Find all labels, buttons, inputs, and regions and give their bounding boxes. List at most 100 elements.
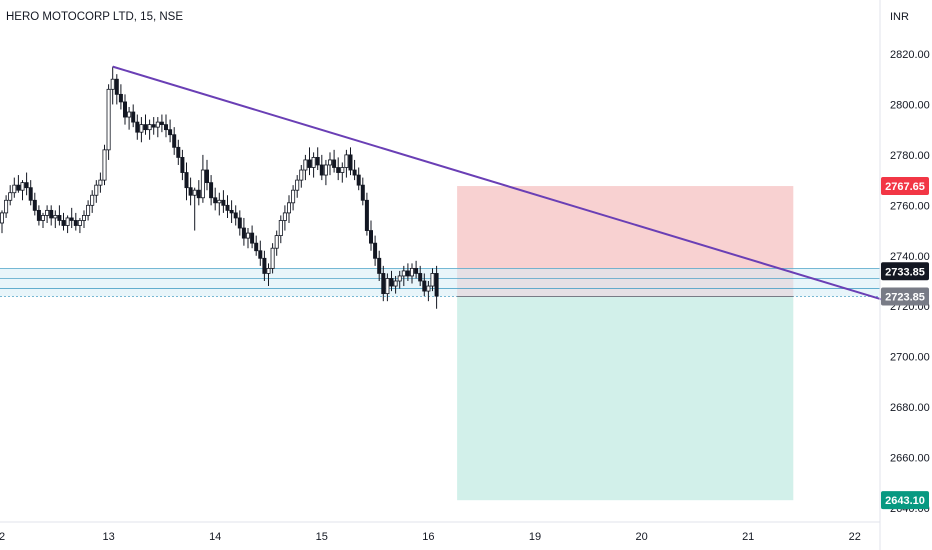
candle-body	[221, 199, 226, 206]
time-tick-label: 13	[102, 531, 114, 543]
candle-body	[131, 111, 136, 123]
candle-body	[53, 215, 58, 219]
candle-body	[127, 111, 132, 118]
candle-body	[245, 232, 250, 239]
candle-body	[336, 167, 341, 173]
price-tag	[881, 491, 929, 510]
candle-body	[180, 157, 185, 173]
candle-body	[414, 267, 419, 274]
candle-body	[274, 235, 279, 249]
candle-body	[159, 121, 164, 126]
candle-body	[36, 209, 41, 221]
candle-body	[188, 187, 193, 196]
candle-body	[397, 275, 402, 282]
price-tick-label: 2740.00	[890, 251, 930, 263]
candle-body	[332, 159, 337, 168]
price-tick-label: 2820.00	[890, 49, 930, 61]
currency-label: INR	[890, 11, 909, 23]
candle-body	[373, 242, 378, 259]
candle-body	[319, 164, 324, 176]
time-tick-label: 21	[742, 531, 754, 543]
candle-body	[209, 182, 214, 199]
candle-body	[8, 192, 13, 201]
candle-body	[381, 273, 386, 295]
time-tick-label: 20	[635, 531, 647, 543]
candle-body	[90, 194, 95, 206]
candle-body	[151, 124, 156, 128]
candle-body	[250, 232, 255, 244]
candle-body	[123, 101, 128, 118]
candle-body	[143, 124, 148, 131]
candle-body	[356, 174, 361, 186]
candle-body	[344, 154, 349, 168]
candle-body	[12, 184, 17, 194]
candle-body	[32, 199, 37, 211]
candle-body	[266, 267, 271, 274]
candle-body	[241, 227, 246, 239]
price-tag-label: 2723.85	[885, 292, 925, 304]
candle-body	[233, 212, 238, 219]
candle-body	[57, 215, 62, 221]
candle-body	[94, 184, 99, 196]
price-tick-label: 2700.00	[890, 352, 930, 364]
candle-body	[184, 172, 189, 189]
candle-body	[327, 159, 332, 166]
candle-body	[73, 220, 78, 226]
candle-body	[377, 257, 382, 274]
candle-body	[45, 209, 50, 216]
price-tick-label: 2780.00	[890, 150, 930, 162]
candle-body	[110, 78, 115, 90]
candle-body	[135, 121, 140, 133]
horizontal-lines	[0, 267, 880, 298]
candle-body	[364, 199, 369, 231]
candle-body	[28, 187, 33, 201]
candle-body	[307, 159, 312, 168]
candle-body	[172, 134, 177, 148]
candle-body	[278, 220, 283, 236]
price-tick-label: 2760.00	[890, 200, 930, 212]
candle-body	[213, 197, 218, 204]
price-tags: 2767.65 2733.85 2723.85 2643.10	[881, 177, 929, 510]
candle-body	[348, 154, 353, 171]
price-tag-label: 2767.65	[885, 181, 925, 193]
time-tick-label: 14	[209, 531, 221, 543]
candle-body	[311, 157, 316, 168]
candle-body	[295, 179, 300, 191]
candle-body	[217, 199, 222, 204]
time-tick-label: 16	[422, 531, 434, 543]
candle-body	[200, 169, 205, 199]
candle-body	[114, 78, 119, 95]
candle-body	[147, 124, 152, 131]
candle-body	[389, 278, 394, 287]
chart-title: HERO MOTOCORP LTD, 15, NSE	[6, 11, 183, 23]
candle-body	[98, 179, 103, 186]
candle-body	[430, 273, 435, 287]
candle-body	[340, 167, 345, 173]
candle-body	[291, 189, 296, 204]
candle-body	[69, 217, 74, 221]
time-axis-ticks[interactable]: 2 13 14 15 16 19 20 21 22	[0, 531, 861, 543]
candle-body	[299, 169, 304, 181]
price-tick-label: 2680.00	[890, 402, 930, 414]
candle-body	[77, 220, 82, 226]
candle-body	[418, 273, 423, 282]
candle-body	[270, 247, 275, 269]
price-tick-label: 2660.00	[890, 453, 930, 465]
time-tick-label: 15	[316, 531, 328, 543]
candle-body	[204, 169, 209, 184]
candle-body	[426, 285, 431, 292]
candle-body	[139, 124, 144, 133]
candle-body	[61, 220, 66, 226]
price-axis-ticks[interactable]: 2820.002800.002780.002760.002740.002720.…	[890, 49, 930, 515]
position-zones	[457, 186, 794, 501]
candle-body	[102, 149, 107, 181]
candle-body	[303, 159, 308, 171]
candle-body	[237, 217, 242, 229]
candle-body	[168, 129, 173, 136]
candles	[0, 66, 439, 309]
time-tick-label: 22	[849, 531, 861, 543]
candle-body	[315, 157, 320, 166]
candle-body	[24, 182, 29, 189]
support-band	[0, 268, 880, 297]
